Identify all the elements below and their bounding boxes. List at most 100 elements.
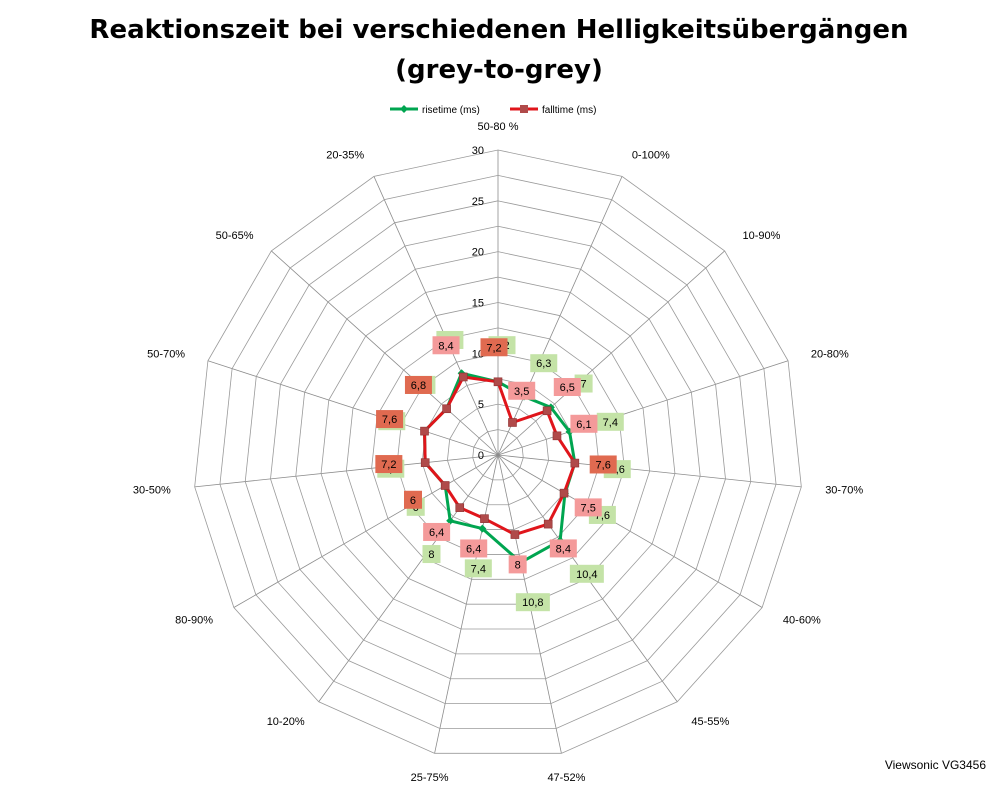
- data-label: 6,3: [530, 354, 558, 373]
- grid-ring: [472, 429, 524, 481]
- data-label-box: [432, 336, 460, 355]
- category-labels: 50-80 % 0-100% 10-90% 20-80% 30-70% 40-60% 45-…: [133, 121, 863, 784]
- legend-marker: [400, 105, 408, 113]
- data-label: 8,4: [432, 336, 460, 355]
- data-label: 7,6: [376, 410, 404, 429]
- data-point: [458, 372, 468, 382]
- data-label-text: 8,4: [556, 543, 571, 555]
- tick-label: 5: [478, 399, 484, 411]
- data-label: 10,8: [515, 593, 550, 612]
- data-label: 7,2: [480, 338, 508, 357]
- data-label-box: [549, 539, 577, 558]
- data-point: [493, 377, 503, 387]
- data-label: 7,4: [464, 559, 492, 578]
- legend-marker: [520, 105, 528, 113]
- legend-label: falltime (ms): [542, 105, 596, 116]
- data-label-box: [596, 412, 624, 431]
- data-point: [440, 481, 450, 490]
- data-point: [543, 519, 553, 529]
- data-label: 7,5: [574, 498, 602, 517]
- data-label: 10,4: [569, 564, 604, 583]
- data-label: 6,4: [460, 539, 488, 558]
- series-layer: [420, 369, 580, 567]
- data-label-box: [553, 378, 581, 397]
- data-label-box: [508, 555, 527, 574]
- data-point: [570, 458, 580, 468]
- data-label: 8: [508, 555, 527, 574]
- data-label-box: [569, 564, 604, 583]
- data-label-box: [570, 414, 598, 433]
- chart-title-line1: Reaktionszeit bei verschiedenen Helligke…: [89, 15, 909, 45]
- category-label: 45-55%: [691, 716, 729, 728]
- grid-ring: [244, 200, 752, 705]
- category-label: 50-80 %: [478, 121, 519, 133]
- legend-entry: risetime (ms): [390, 105, 480, 116]
- data-point: [420, 458, 430, 467]
- data-label-box: [589, 455, 617, 474]
- data-point: [480, 514, 489, 523]
- data-label-box: [404, 375, 432, 394]
- series-line: [423, 375, 577, 537]
- data-label-text: 6,4: [429, 527, 444, 539]
- data-label-text: 7,2: [486, 342, 501, 354]
- grid-ring: [295, 251, 701, 655]
- grid-ring: [371, 327, 625, 580]
- data-labels: 7,26,377,47,67,610,410,87,4867,27,66,88,…: [375, 330, 631, 612]
- data-label-text: 8: [515, 559, 521, 571]
- data-label-box: [460, 539, 488, 558]
- data-label-box: [574, 498, 602, 517]
- series-falltime: [420, 372, 580, 539]
- data-label-text: 6,5: [560, 382, 575, 394]
- data-point: [420, 426, 429, 436]
- data-point: [552, 431, 562, 441]
- data-label: 7,2: [375, 455, 403, 474]
- data-label: 6: [403, 490, 422, 509]
- data-label: 6,4: [423, 522, 451, 541]
- category-label: 40-60%: [783, 615, 821, 627]
- category-label: 50-70%: [147, 348, 185, 360]
- category-label: 10-20%: [267, 716, 305, 728]
- data-label-box: [422, 545, 441, 564]
- data-label-box: [515, 593, 550, 612]
- data-label: 8: [422, 545, 441, 564]
- grid-ring: [320, 276, 676, 630]
- data-label-box: [423, 522, 451, 541]
- data-label-text: 8: [428, 549, 434, 561]
- grid-ring: [345, 302, 651, 605]
- data-label: 7,6: [589, 455, 617, 474]
- data-label-text: 7,6: [596, 459, 611, 471]
- category-label: 20-80%: [811, 348, 849, 360]
- data-label: 8,4: [549, 539, 577, 558]
- data-label-box: [376, 410, 404, 429]
- grid-ring: [396, 352, 600, 555]
- category-label: 50-65%: [216, 230, 254, 242]
- watermark: Viewsonic VG3456: [884, 758, 986, 772]
- tick-label: 20: [472, 247, 484, 259]
- grid-ring: [194, 149, 802, 754]
- chart-title-line2: (grey-to-grey): [395, 55, 603, 85]
- category-label: 30-50%: [133, 484, 171, 496]
- data-label-text: 6,3: [536, 358, 551, 370]
- data-label: 7,4: [596, 412, 624, 431]
- data-label-text: 7,4: [603, 417, 618, 429]
- category-label: 10-90%: [742, 230, 780, 242]
- data-point: [478, 524, 487, 533]
- radar-grid: [194, 149, 802, 754]
- data-label-text: 3,5: [514, 386, 529, 398]
- data-label-text: 7,2: [381, 459, 396, 471]
- chart-title: Reaktionszeit bei verschiedenen Helligke…: [0, 10, 998, 90]
- grid-ring: [447, 403, 549, 506]
- data-label-text: 7,6: [382, 414, 397, 426]
- data-label: 6,8: [404, 375, 432, 394]
- category-label: 80-90%: [175, 615, 213, 627]
- data-label-text: 6,1: [576, 419, 591, 431]
- data-label-text: 10,4: [576, 569, 597, 581]
- legend: risetime (ms) falltime (ms): [390, 105, 596, 116]
- data-label-text: 6,8: [411, 380, 426, 392]
- tick-label: 30: [472, 145, 484, 157]
- tick-label: 0: [478, 450, 484, 462]
- data-label: 6,5: [553, 378, 581, 397]
- data-label-text: 10,8: [522, 597, 543, 609]
- grid-ring: [421, 378, 575, 530]
